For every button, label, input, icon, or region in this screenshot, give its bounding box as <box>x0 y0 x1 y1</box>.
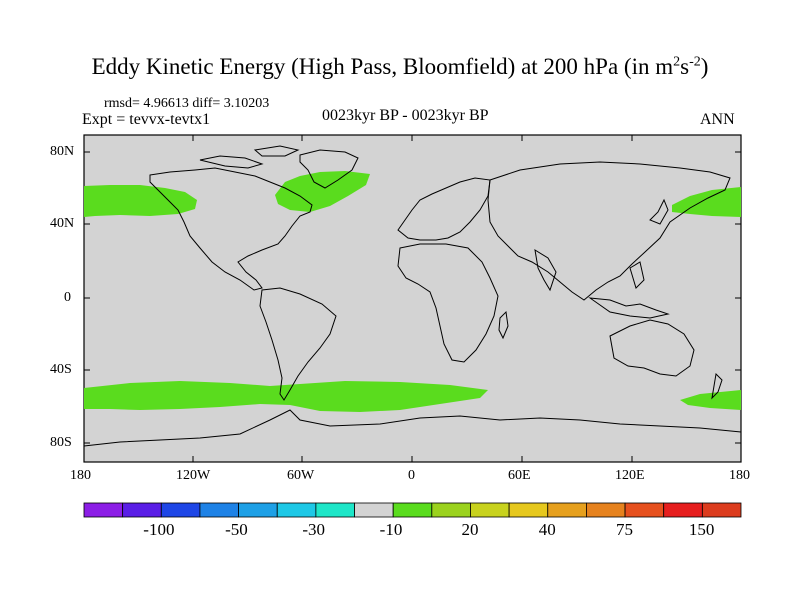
colorbar-swatch <box>160 502 201 518</box>
coast-north-america <box>149 167 313 291</box>
title-end: ) <box>700 54 709 79</box>
lon-label-180e: 180 <box>729 468 750 483</box>
title-text: Eddy Kinetic Energy (High Pass, Bloomfie… <box>91 54 674 79</box>
map-frame <box>83 134 742 463</box>
colorbar-swatch <box>122 502 162 518</box>
colorbar-label: 75 <box>616 520 634 539</box>
lon-label-0: 0 <box>408 468 415 483</box>
colorbar-label: -10 <box>379 520 403 539</box>
chart-title: Eddy Kinetic Energy (High Pass, Bloomfie… <box>0 54 800 80</box>
period-label: 0023kyr BP - 0023kyr BP <box>322 107 489 124</box>
lat-label-40n: 40N <box>50 216 75 231</box>
colorbar-swatch <box>199 502 239 518</box>
colorbar-swatch <box>624 502 665 518</box>
lon-label-180w: 180 <box>70 468 91 483</box>
colorbar-swatch <box>470 502 510 518</box>
lat-label-80s: 80S <box>50 435 72 450</box>
coast-australia <box>609 319 695 377</box>
lon-label-60w: 60W <box>287 468 315 483</box>
colorbar-swatch <box>586 502 626 518</box>
coast-indonesia <box>588 261 670 319</box>
colorbar-swatch <box>547 502 587 518</box>
anomaly-north-pacific-east <box>84 185 197 217</box>
lon-label-120w: 120W <box>176 468 211 483</box>
coast-madagascar <box>498 310 509 340</box>
colorbar-label: 40 <box>538 520 556 539</box>
colorbar-label: 20 <box>461 520 479 539</box>
lat-label-80n: 80N <box>50 144 75 159</box>
coast-new-zealand <box>711 372 723 400</box>
coast-antarctica <box>83 409 742 447</box>
colorbar-label: -100 <box>143 520 175 539</box>
colorbar-swatch <box>663 502 703 518</box>
coast-india <box>534 248 557 292</box>
coast-japan <box>649 198 669 225</box>
colorbar-swatch <box>431 502 471 518</box>
anomaly-north-atlantic <box>275 171 370 212</box>
lat-label-40s: 40S <box>50 362 72 377</box>
axis-ticks <box>84 135 741 462</box>
colorbar-swatch <box>354 502 394 518</box>
colorbar-swatch <box>83 502 124 518</box>
stats-label: rmsd= 4.96613 diff= 3.10203 <box>104 96 270 111</box>
colorbar-label: -50 <box>225 520 248 539</box>
colorbar-swatch <box>392 502 433 518</box>
colorbar-label: -30 <box>302 520 326 539</box>
coastlines <box>83 145 742 447</box>
coast-south-america <box>259 287 337 401</box>
colorbar-swatch <box>238 502 278 518</box>
lon-label-60e: 60E <box>508 468 531 483</box>
title-superscript-1: 2 <box>673 54 681 70</box>
colorbar-swatch <box>315 502 355 518</box>
anomaly-southern-ocean-east <box>680 390 741 410</box>
title-superscript-2: -2 <box>689 54 701 70</box>
colorbar-swatch <box>508 502 549 518</box>
title-unit-s: s <box>680 54 690 79</box>
coast-greenland <box>299 149 359 189</box>
colorbar-label: 150 <box>688 520 715 539</box>
coast-africa <box>397 243 499 363</box>
coast-asia <box>487 161 731 301</box>
colorbar-swatch <box>276 502 317 518</box>
lon-label-120e: 120E <box>615 468 645 483</box>
anomaly-north-pacific-west <box>672 187 741 217</box>
lat-label-0: 0 <box>64 290 71 305</box>
season-label: ANN <box>700 111 735 128</box>
experiment-label: Expt = tevvx-tevtx1 <box>82 111 211 128</box>
colorbar <box>83 502 742 518</box>
coast-arctic-islands <box>199 145 300 169</box>
colorbar-swatch <box>701 502 742 518</box>
